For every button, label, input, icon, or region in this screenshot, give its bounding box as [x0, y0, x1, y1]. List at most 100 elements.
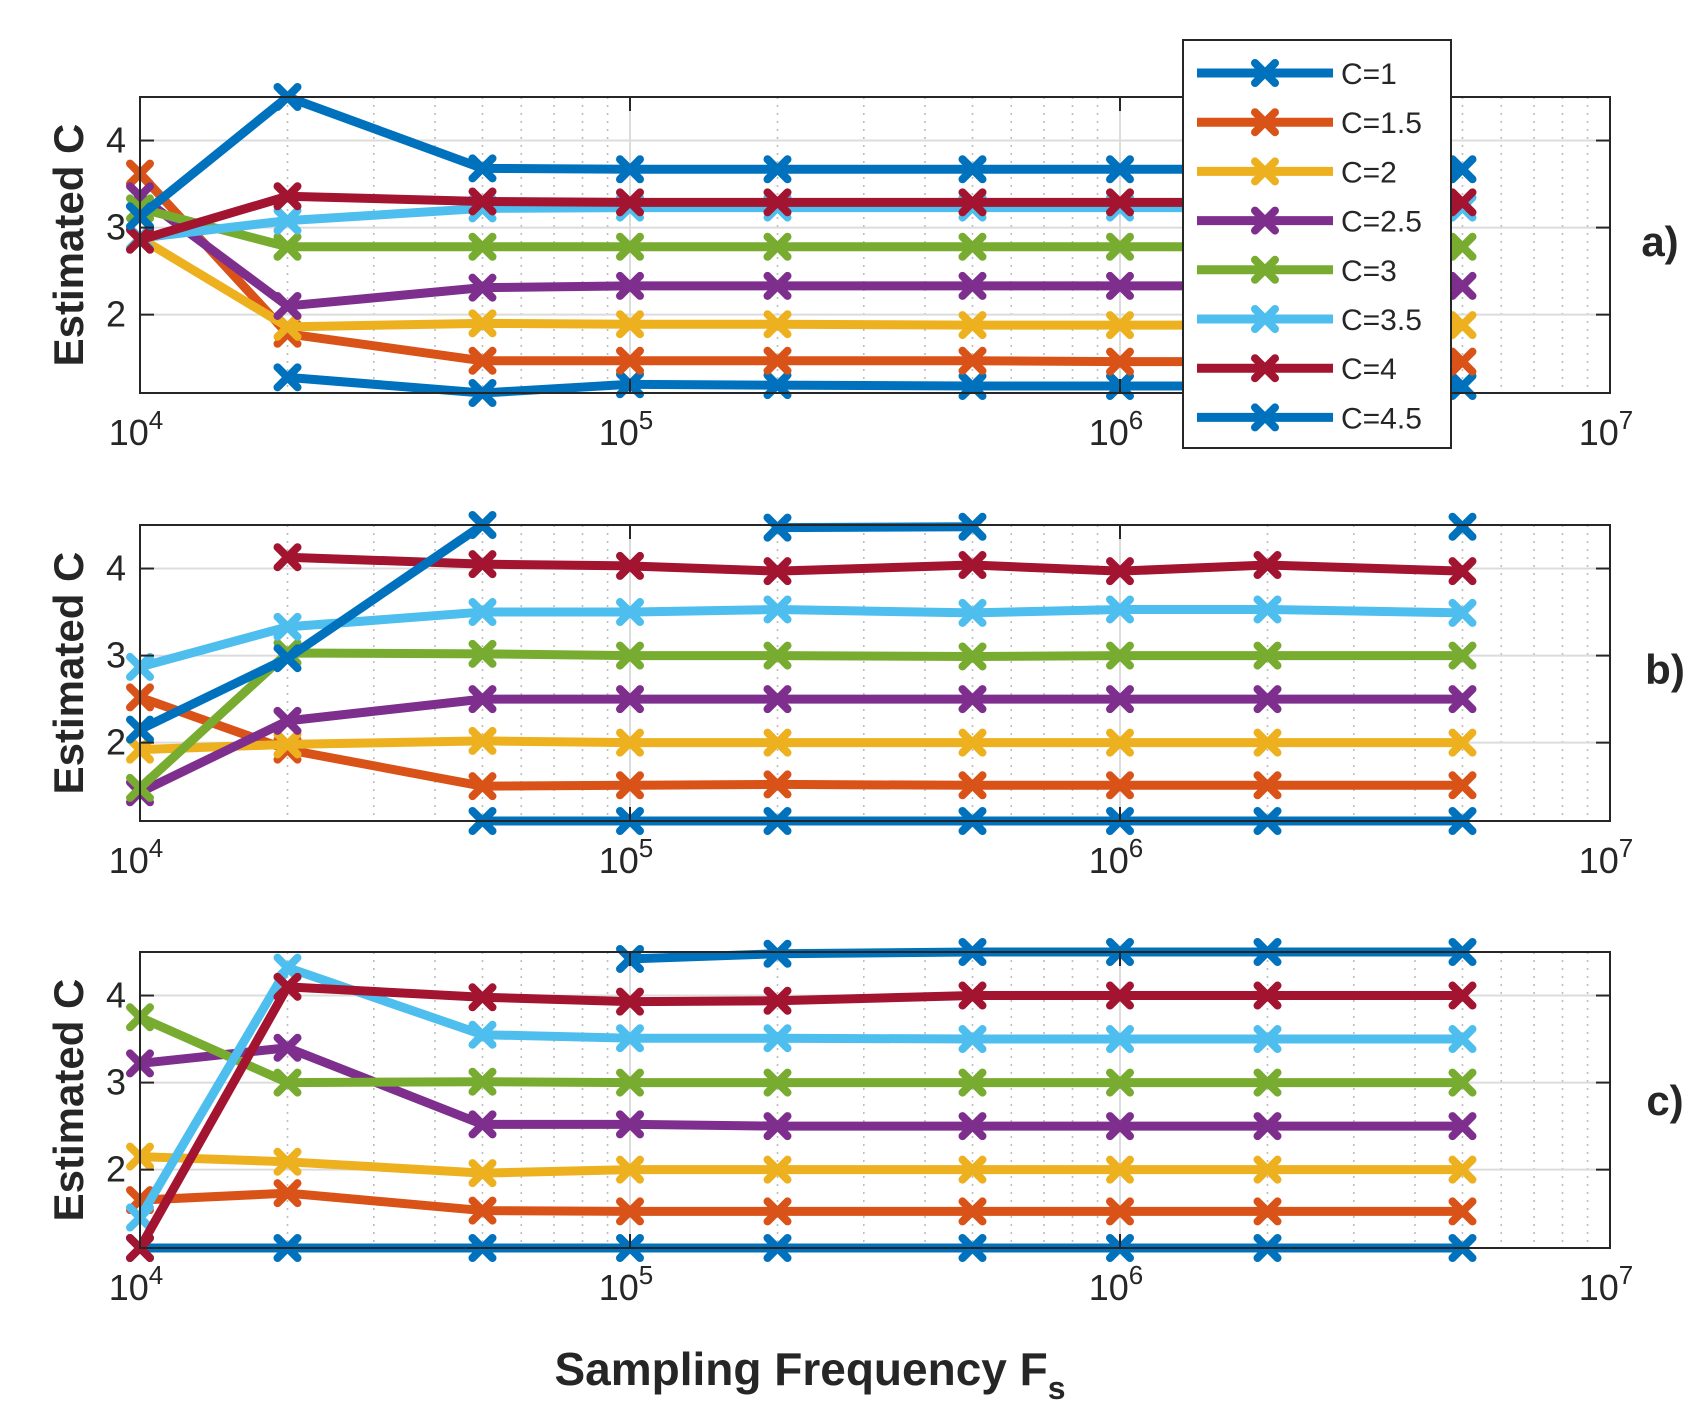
x-axis-label: Sampling Frequency Fs [554, 1343, 1065, 1406]
series-C2-marker [1253, 728, 1282, 757]
series-C3_5-marker [763, 1024, 792, 1053]
x-tick-label: 107 [1579, 1260, 1634, 1308]
series-C2_5-marker [616, 685, 644, 714]
legend-entry: C=3 [1197, 255, 1397, 288]
legend-entry: C=2 [1197, 156, 1397, 189]
series-C2-marker [958, 728, 987, 757]
series-C1_5-marker [1448, 1197, 1477, 1226]
series-C4-marker [616, 188, 644, 217]
series-C3-marker [616, 1068, 644, 1097]
series-C3-marker [616, 641, 644, 670]
series-C2_5-marker [616, 271, 644, 300]
series-C1_5-marker [1106, 347, 1134, 376]
series-C3_5-marker [1106, 595, 1134, 624]
y-tick-label: 2 [106, 1149, 126, 1190]
series-C3_5-marker [763, 595, 792, 624]
series-C4-marker [763, 557, 792, 586]
series-C2_5-marker [1448, 685, 1477, 714]
axes-box [139, 96, 1611, 394]
series-C2-marker [468, 1159, 497, 1188]
series-C2-marker [616, 728, 644, 757]
series-C2_5-marker [468, 685, 497, 714]
series-C4_5-marker [958, 512, 987, 541]
series-C4-marker [958, 981, 987, 1010]
series-C2_5-marker [468, 1110, 497, 1139]
series-C3-marker [273, 1068, 302, 1097]
series-C2-marker [1448, 1155, 1477, 1184]
series-C1_5-marker [958, 1197, 987, 1226]
series-C2-marker [763, 728, 792, 757]
y-axis-label: Estimated C [45, 124, 92, 367]
series-C2-marker [468, 726, 497, 755]
series-C3_5-marker [958, 1025, 987, 1054]
series-C2_5-marker [273, 1033, 302, 1062]
legend-marker [1251, 403, 1279, 432]
series-C1_5-marker [273, 1179, 302, 1208]
series-C3_5-marker [958, 598, 987, 627]
series-C4_5-marker [616, 155, 644, 184]
series-C3-marker [468, 639, 497, 668]
x-tick-label: 106 [1089, 1260, 1144, 1308]
series-C4-marker [958, 188, 987, 217]
series-C3-marker [1106, 232, 1134, 261]
series-C1_5-marker [1253, 771, 1282, 800]
series-C2_5-marker [1106, 1112, 1134, 1141]
series-C2-marker [273, 312, 302, 341]
legend-marker [1251, 354, 1279, 383]
series-C4-marker [468, 550, 497, 579]
legend-label: C=3 [1341, 255, 1397, 288]
series-C2_5-marker [1448, 1112, 1477, 1141]
y-tick-label: 3 [106, 207, 126, 248]
legend-marker [1251, 108, 1279, 137]
series-C3-marker [616, 232, 644, 261]
series-C2_5-marker [763, 685, 792, 714]
legend-entry: C=2.5 [1197, 206, 1422, 239]
series-C3_5-marker [273, 612, 302, 641]
legend-box [1182, 39, 1452, 449]
series-C3-marker [1106, 1068, 1134, 1097]
series-C1_5-marker [958, 771, 987, 800]
series-C3_5-marker [273, 953, 302, 982]
series-C2-marker [763, 310, 792, 339]
series-C3_5-marker [1106, 1025, 1134, 1054]
series-C2_5-marker [1448, 271, 1477, 300]
series-C4-marker [1106, 557, 1134, 586]
series-C2-marker [273, 730, 302, 759]
series-C4-marker [763, 188, 792, 217]
panel-label: a) [1641, 218, 1678, 265]
series-C3_5-marker [468, 598, 497, 627]
series-C3_5-marker [616, 1024, 644, 1053]
y-tick-label: 2 [106, 294, 126, 335]
series-C1_5-marker [616, 771, 644, 800]
x-tick-label: 107 [1579, 405, 1634, 453]
series-C4_5-marker [763, 513, 792, 542]
legend-entry: C=4 [1197, 353, 1397, 386]
series-C3-marker [1448, 232, 1477, 261]
series-C4-marker [468, 187, 497, 216]
axes-box [139, 524, 1611, 822]
series-C2_5-marker [273, 706, 302, 735]
series-C2-marker [1106, 1155, 1134, 1184]
series-C2_5-marker [958, 1112, 987, 1141]
series-C1_5-marker [763, 346, 792, 375]
series-C3-marker [763, 232, 792, 261]
x-tick-label: 105 [599, 1260, 654, 1308]
legend-entry: C=1.5 [1197, 107, 1422, 140]
legend-label: C=1 [1341, 58, 1397, 91]
series-C3_5-marker [468, 1020, 497, 1049]
y-axis-label: Estimated C [45, 979, 92, 1222]
series-C3-marker [1253, 1068, 1282, 1097]
series-C3-marker [1253, 641, 1282, 670]
series-C2-marker [1106, 311, 1134, 340]
series-C4-marker [616, 551, 644, 580]
series-C2_5-marker [1106, 685, 1134, 714]
series-C4-marker [1253, 551, 1282, 580]
series-C4-marker [1106, 981, 1134, 1010]
series-C4-marker [273, 972, 302, 1001]
legend-marker [1251, 305, 1279, 333]
series-C4_5-marker [273, 644, 302, 673]
series-C4_5-marker [468, 154, 497, 183]
series-C2-marker [1106, 728, 1134, 757]
series-C3-marker [468, 232, 497, 261]
y-axis-label: Estimated C [45, 552, 92, 795]
